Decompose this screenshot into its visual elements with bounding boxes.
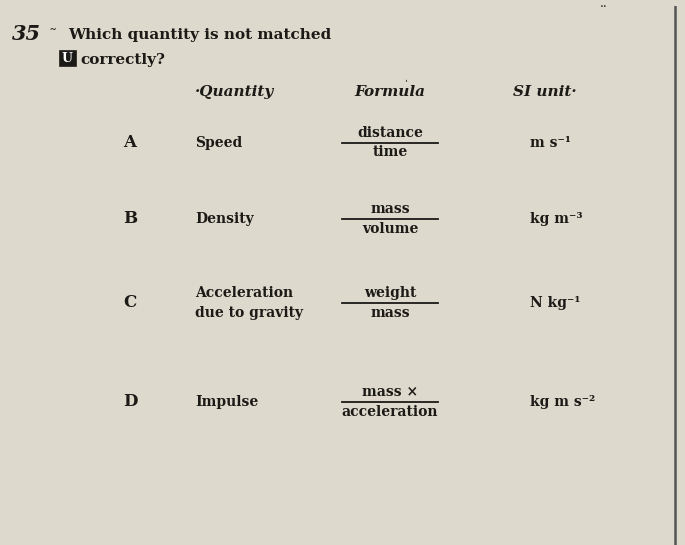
- Text: SI unit·: SI unit·: [513, 85, 577, 99]
- Text: B: B: [123, 210, 137, 227]
- Text: A: A: [123, 134, 136, 151]
- Text: U: U: [62, 52, 73, 65]
- Text: D: D: [123, 393, 137, 410]
- Text: Formula: Formula: [355, 85, 425, 99]
- Text: volume: volume: [362, 222, 418, 235]
- Text: kg m⁻³: kg m⁻³: [530, 211, 582, 226]
- Text: time: time: [373, 146, 408, 160]
- Text: N kg⁻¹: N kg⁻¹: [530, 296, 580, 310]
- Text: mass: mass: [370, 202, 410, 216]
- Text: kg m s⁻²: kg m s⁻²: [530, 395, 595, 409]
- Text: C: C: [123, 294, 136, 311]
- Text: weight: weight: [364, 286, 416, 300]
- Text: Which quantity is not matched: Which quantity is not matched: [68, 28, 332, 42]
- Text: acceleration: acceleration: [342, 404, 438, 419]
- Text: mass: mass: [370, 306, 410, 320]
- Text: Density: Density: [195, 211, 253, 226]
- Text: ·Quantity: ·Quantity: [195, 85, 275, 99]
- Text: Speed: Speed: [195, 136, 242, 149]
- Text: ˈ: ˈ: [405, 80, 408, 89]
- Text: distance: distance: [357, 126, 423, 140]
- Text: Impulse: Impulse: [195, 395, 258, 409]
- Text: 35: 35: [12, 24, 41, 44]
- Text: m s⁻¹: m s⁻¹: [530, 136, 571, 149]
- Text: ˜: ˜: [48, 28, 56, 45]
- Text: ··: ··: [600, 1, 608, 14]
- Text: mass ×: mass ×: [362, 385, 418, 399]
- FancyBboxPatch shape: [60, 51, 75, 66]
- Text: due to gravity: due to gravity: [195, 306, 303, 320]
- Text: correctly?: correctly?: [80, 53, 165, 66]
- Text: Acceleration: Acceleration: [195, 286, 293, 300]
